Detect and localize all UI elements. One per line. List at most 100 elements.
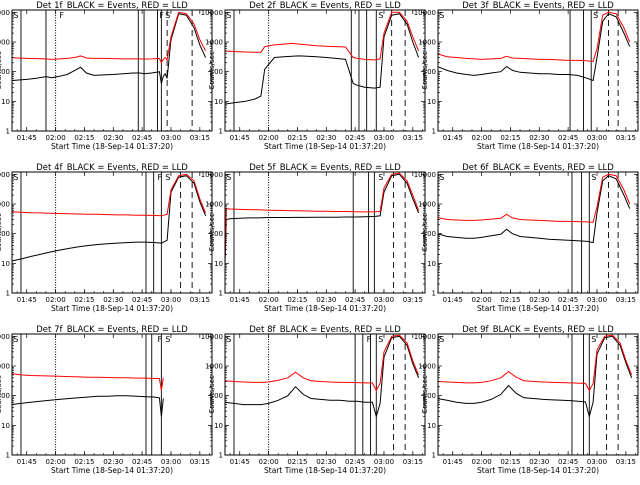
series-line-events: [12, 13, 207, 84]
y-axis-label: Counts/sec: [0, 51, 3, 90]
x-tick-label: 02:00: [45, 296, 65, 304]
y-tick-label: 1000: [205, 39, 223, 47]
y-tick-label: 10: [427, 260, 436, 268]
x-tick-label: 01:45: [443, 296, 463, 304]
x-tick-label: 03:00: [161, 458, 181, 466]
series-line-lld: [225, 334, 420, 392]
plot-title: Det 7f_BLACK = Events, RED = LLD: [36, 325, 188, 335]
y-tick-label: 1: [432, 452, 436, 460]
x-tick-label: 02:30: [103, 134, 123, 142]
plot-title: Det 8f_BLACK = Events, RED = LLD: [249, 325, 401, 335]
x-tick-label: 02:00: [258, 134, 278, 142]
y-axis-label: Counts/sec: [0, 375, 3, 414]
y-tick-label: 1000: [0, 39, 10, 47]
plot-title: Det 6f_BLACK = Events, RED = LLD: [462, 163, 614, 173]
series-line-events: [438, 175, 631, 244]
marker-label: S: [439, 11, 444, 20]
y-axis-label: Counts/sec: [421, 213, 429, 252]
x-axis-label: Start Time (18-Sep-14 01:37:20): [264, 466, 386, 475]
x-tick-label: 02:00: [45, 134, 65, 142]
x-tick-label: 02:45: [345, 296, 365, 304]
x-tick-label: 03:00: [161, 296, 181, 304]
x-tick-label: 03:00: [161, 134, 181, 142]
marker-label: S: [439, 335, 444, 344]
y-tick-label: 100: [210, 230, 223, 238]
plot-panel-7: Det 7f_BLACK = Events, RED = LLDSFS11010…: [0, 325, 213, 475]
y-tick-label: 10000: [201, 333, 223, 341]
plot-data: [225, 172, 420, 293]
y-tick-label: 10: [214, 260, 223, 268]
marker-label: S: [226, 173, 231, 182]
y-tick-label: 10000: [0, 9, 10, 17]
x-tick-label: 03:15: [403, 296, 423, 304]
y-tick-label: 10000: [414, 171, 436, 179]
marker-label: S: [165, 173, 170, 182]
x-tick-label: 02:30: [316, 134, 336, 142]
plot-data: [225, 10, 420, 131]
y-axis-label: Counts/sec: [208, 213, 216, 252]
x-tick-label: 01:45: [17, 458, 37, 466]
y-tick-label: 1000: [418, 363, 436, 371]
plot-frame: [224, 171, 426, 294]
x-tick-label: 03:00: [587, 296, 607, 304]
marker-label: S: [13, 335, 18, 344]
x-tick-label: 02:45: [345, 134, 365, 142]
marker-label: S: [165, 11, 170, 20]
x-tick-label: 01:45: [17, 134, 37, 142]
x-tick-label: 02:15: [287, 296, 307, 304]
x-tick-label: 03:00: [587, 458, 607, 466]
plot-title: Det 5f_BLACK = Events, RED = LLD: [249, 163, 401, 173]
x-tick-label: 02:00: [471, 296, 491, 304]
marker-label: S: [165, 335, 170, 344]
plot-data: [438, 10, 631, 131]
marker-label: S: [439, 173, 444, 182]
y-tick-label: 1: [6, 128, 10, 136]
series-line-events: [438, 335, 633, 419]
x-tick-label: 02:30: [103, 296, 123, 304]
y-tick-label: 10: [214, 98, 223, 106]
marker-label: S: [378, 335, 383, 344]
series-line-events: [225, 335, 420, 419]
plot-frame: [437, 333, 639, 456]
x-tick-label: 02:45: [132, 134, 152, 142]
plot-data: [12, 172, 207, 293]
x-tick-label: 03:00: [374, 458, 394, 466]
y-tick-label: 10000: [0, 333, 10, 341]
x-tick-label: 02:45: [345, 458, 365, 466]
plot-data: [225, 334, 420, 455]
x-tick-label: 01:45: [230, 296, 250, 304]
x-tick-label: 02:30: [103, 458, 123, 466]
plot-panel-4: Det 4f_BLACK = Events, RED = LLDSFS11010…: [0, 163, 213, 313]
x-tick-label: 02:30: [316, 296, 336, 304]
plot-data: [438, 334, 633, 455]
x-tick-label: 02:30: [316, 458, 336, 466]
marker-label: S: [378, 11, 383, 20]
x-tick-label: 03:00: [374, 134, 394, 142]
marker-label: F: [159, 11, 164, 20]
series-line-lld: [225, 172, 420, 281]
x-tick-label: 03:15: [616, 296, 636, 304]
y-tick-label: 10000: [201, 171, 223, 179]
x-tick-label: 02:00: [471, 458, 491, 466]
y-tick-label: 1: [219, 452, 223, 460]
y-tick-label: 100: [0, 392, 10, 400]
x-tick-label: 01:45: [230, 458, 250, 466]
y-tick-label: 100: [210, 392, 223, 400]
plot-title: Det 2f_BLACK = Events, RED = LLD: [249, 1, 401, 11]
x-tick-label: 03:00: [374, 296, 394, 304]
y-tick-label: 1000: [205, 363, 223, 371]
marker-label: S: [13, 173, 18, 182]
plot-data: [12, 334, 164, 455]
plot-frame: [437, 171, 639, 294]
y-tick-label: 10000: [201, 9, 223, 17]
plot-frame: [224, 9, 426, 132]
x-tick-label: 02:00: [471, 134, 491, 142]
x-tick-label: 02:15: [74, 134, 94, 142]
plot-data: [438, 172, 631, 293]
